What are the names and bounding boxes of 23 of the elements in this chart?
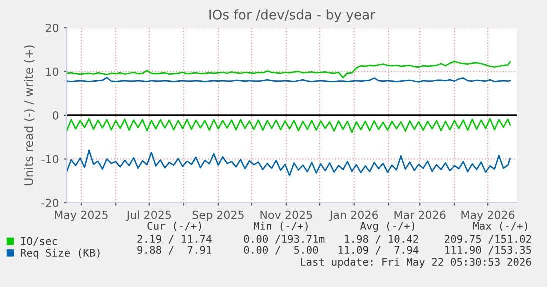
x-tick-label: May 2026	[462, 210, 515, 222]
text: Cur (-/+) Min (-/+) Avg (-/+) Max (-/+)	[148, 222, 528, 232]
legend-label: IO/sec	[21, 237, 58, 246]
x-tick-label: Jul 2025	[126, 210, 172, 222]
text: 9.88 / 7.91 0.00 / 5.00 11.09 / 7.94 111.90 /153.35	[138, 246, 532, 255]
text: Last update: Fri May 22 05:30:53 2026	[301, 258, 532, 268]
line-series	[67, 150, 512, 177]
y-tick-label: -10	[42, 155, 59, 164]
y-tick-label: 0	[53, 111, 59, 120]
line-series	[67, 60, 512, 79]
legend-label: Req Size (KB)	[21, 248, 100, 260]
line-series	[67, 118, 512, 134]
x-tick-label: May 2025	[55, 210, 108, 222]
x-tick-label: Sep 2025	[192, 210, 244, 222]
y-tick-label: -20	[42, 198, 59, 208]
text: 2.19 / 11.74 0.00 /193.71m 1.98 / 10.42 209.75 /151.02	[138, 235, 532, 244]
x-tick-label: Jan 2026	[329, 210, 378, 222]
y-axis-title: Units read (-) / write (+)	[24, 46, 35, 186]
chart-title: IOs for /dev/sda - by year	[210, 10, 376, 22]
x-tick-label: Nov 2025	[260, 210, 312, 220]
y-tick-label: 10	[46, 68, 59, 76]
x-tick-label: Mar 2026	[394, 210, 446, 220]
y-tick-label: 20	[46, 24, 59, 32]
